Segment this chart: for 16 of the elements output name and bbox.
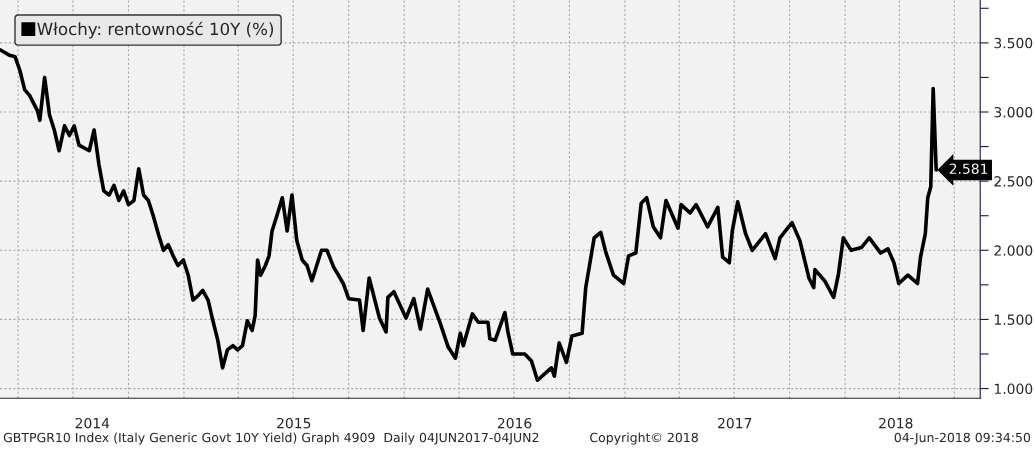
- y-tick-label: 2.000: [994, 245, 1033, 256]
- x-tick-label: 2014: [75, 417, 110, 429]
- y-tick-label: 1.000: [994, 383, 1033, 395]
- x-tick-label: 2018: [879, 417, 913, 429]
- y-tick-label: 1.500: [994, 314, 1033, 325]
- y-tick-label: 2.500: [994, 176, 1033, 187]
- x-tick-label: 2017: [718, 417, 752, 429]
- legend-label: Włochy: rentowność 10Y (%): [37, 21, 274, 39]
- x-tick-label: 2015: [277, 417, 311, 429]
- x-tick-label: 2016: [497, 417, 532, 429]
- text: GBTPGR10 Index (Italy Generic Govt 10Y Yield) Graph 4909 Daily 04JUN2017-04JUN2: [3, 432, 539, 445]
- text: 04-Jun-2018 09:34:50: [894, 432, 1031, 445]
- y-tick-label: 3.000: [994, 106, 1033, 118]
- text: Copyright© 2018: [590, 432, 698, 445]
- annotation: 2.581: [949, 163, 988, 174]
- y-tick-label: 3.500: [994, 37, 1033, 49]
